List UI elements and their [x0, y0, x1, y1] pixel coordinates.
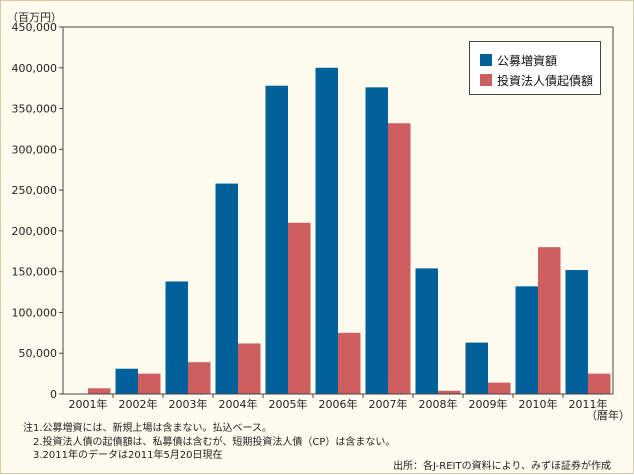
y-tick-label: 400,000 — [12, 62, 58, 75]
x-tick-label: 2001年 — [69, 397, 108, 411]
note-3: 3.2011年のデータは2011年5月20日現在 — [33, 450, 223, 461]
x-tick-label: 2004年 — [219, 397, 258, 411]
x-tick-label: 2003年 — [169, 397, 208, 411]
bar-public-offering-2006年 — [315, 67, 338, 395]
y-tick-label: 450,000 — [12, 21, 58, 34]
x-tick-label: 2007年 — [369, 397, 408, 411]
y-tick-label: 100,000 — [12, 306, 58, 319]
legend-swatch-bond-issuance — [480, 74, 492, 86]
x-tick-label: 2009年 — [469, 397, 508, 411]
bar-bond-issuance-2008年 — [438, 390, 461, 394]
note-1: 注1.公募増資には、新規上場は含まない。払込ベース。 — [23, 423, 273, 434]
bar-bond-issuance-2011年 — [588, 373, 611, 394]
y-tick-label: 50,000 — [19, 347, 58, 360]
bar-public-offering-2004年 — [215, 183, 238, 394]
bar-public-offering-2002年 — [115, 368, 138, 394]
legend-label-public-offering: 公募増資額 — [497, 54, 558, 68]
x-tick-label: 2008年 — [419, 397, 458, 411]
x-tick-label: 2011年 — [569, 397, 608, 411]
bar-bond-issuance-2004年 — [238, 343, 261, 394]
bar-public-offering-2009年 — [465, 342, 488, 394]
bar-bond-issuance-2006年 — [338, 332, 361, 394]
bar-bond-issuance-2002年 — [138, 373, 161, 394]
bar-public-offering-2011年 — [565, 270, 588, 394]
legend-item-public-offering: 公募増資額 — [480, 52, 558, 68]
y-tick-label: 350,000 — [12, 103, 58, 116]
legend-swatch-public-offering — [480, 54, 492, 66]
y-axis-unit-label: （百万円） — [7, 11, 62, 24]
note-2: 2.投資法人債の起債額は、私募債は含むが、短期投資法人債（CP）は含まない。 — [33, 437, 396, 448]
bar-public-offering-2003年 — [165, 281, 188, 394]
bar-bond-issuance-2007年 — [388, 123, 411, 394]
bar-bond-issuance-2003年 — [188, 362, 211, 394]
y-tick-label: 0 — [50, 388, 57, 401]
bar-public-offering-2008年 — [415, 268, 438, 394]
x-tick-label: 2005年 — [269, 397, 308, 411]
x-tick-label: 2010年 — [519, 397, 558, 411]
legend: 公募増資額 投資法人債起債額 — [469, 41, 601, 95]
bar-bond-issuance-2010年 — [538, 247, 561, 394]
bar-public-offering-2010年 — [515, 286, 538, 394]
y-tick-label: 200,000 — [12, 225, 58, 238]
y-tick-label: 300,000 — [12, 143, 58, 156]
y-tick-label: 250,000 — [12, 184, 58, 197]
bar-public-offering-2007年 — [365, 87, 388, 395]
bar-bond-issuance-2001年 — [88, 388, 111, 394]
legend-item-bond-issuance: 投資法人債起債額 — [480, 72, 594, 88]
bar-bond-issuance-2009年 — [488, 382, 511, 394]
bar-public-offering-2005年 — [265, 85, 288, 394]
legend-label-bond-issuance: 投資法人債起債額 — [497, 74, 594, 88]
x-axis-unit-label: （暦年） — [586, 408, 630, 422]
x-tick-label: 2006年 — [319, 397, 358, 411]
source-credit: 出所：各J-REITの資料により、みずほ証券が作成 — [393, 461, 611, 472]
x-tick-label: 2002年 — [119, 397, 158, 411]
bar-bond-issuance-2005年 — [288, 222, 311, 394]
y-tick-label: 150,000 — [12, 266, 58, 279]
